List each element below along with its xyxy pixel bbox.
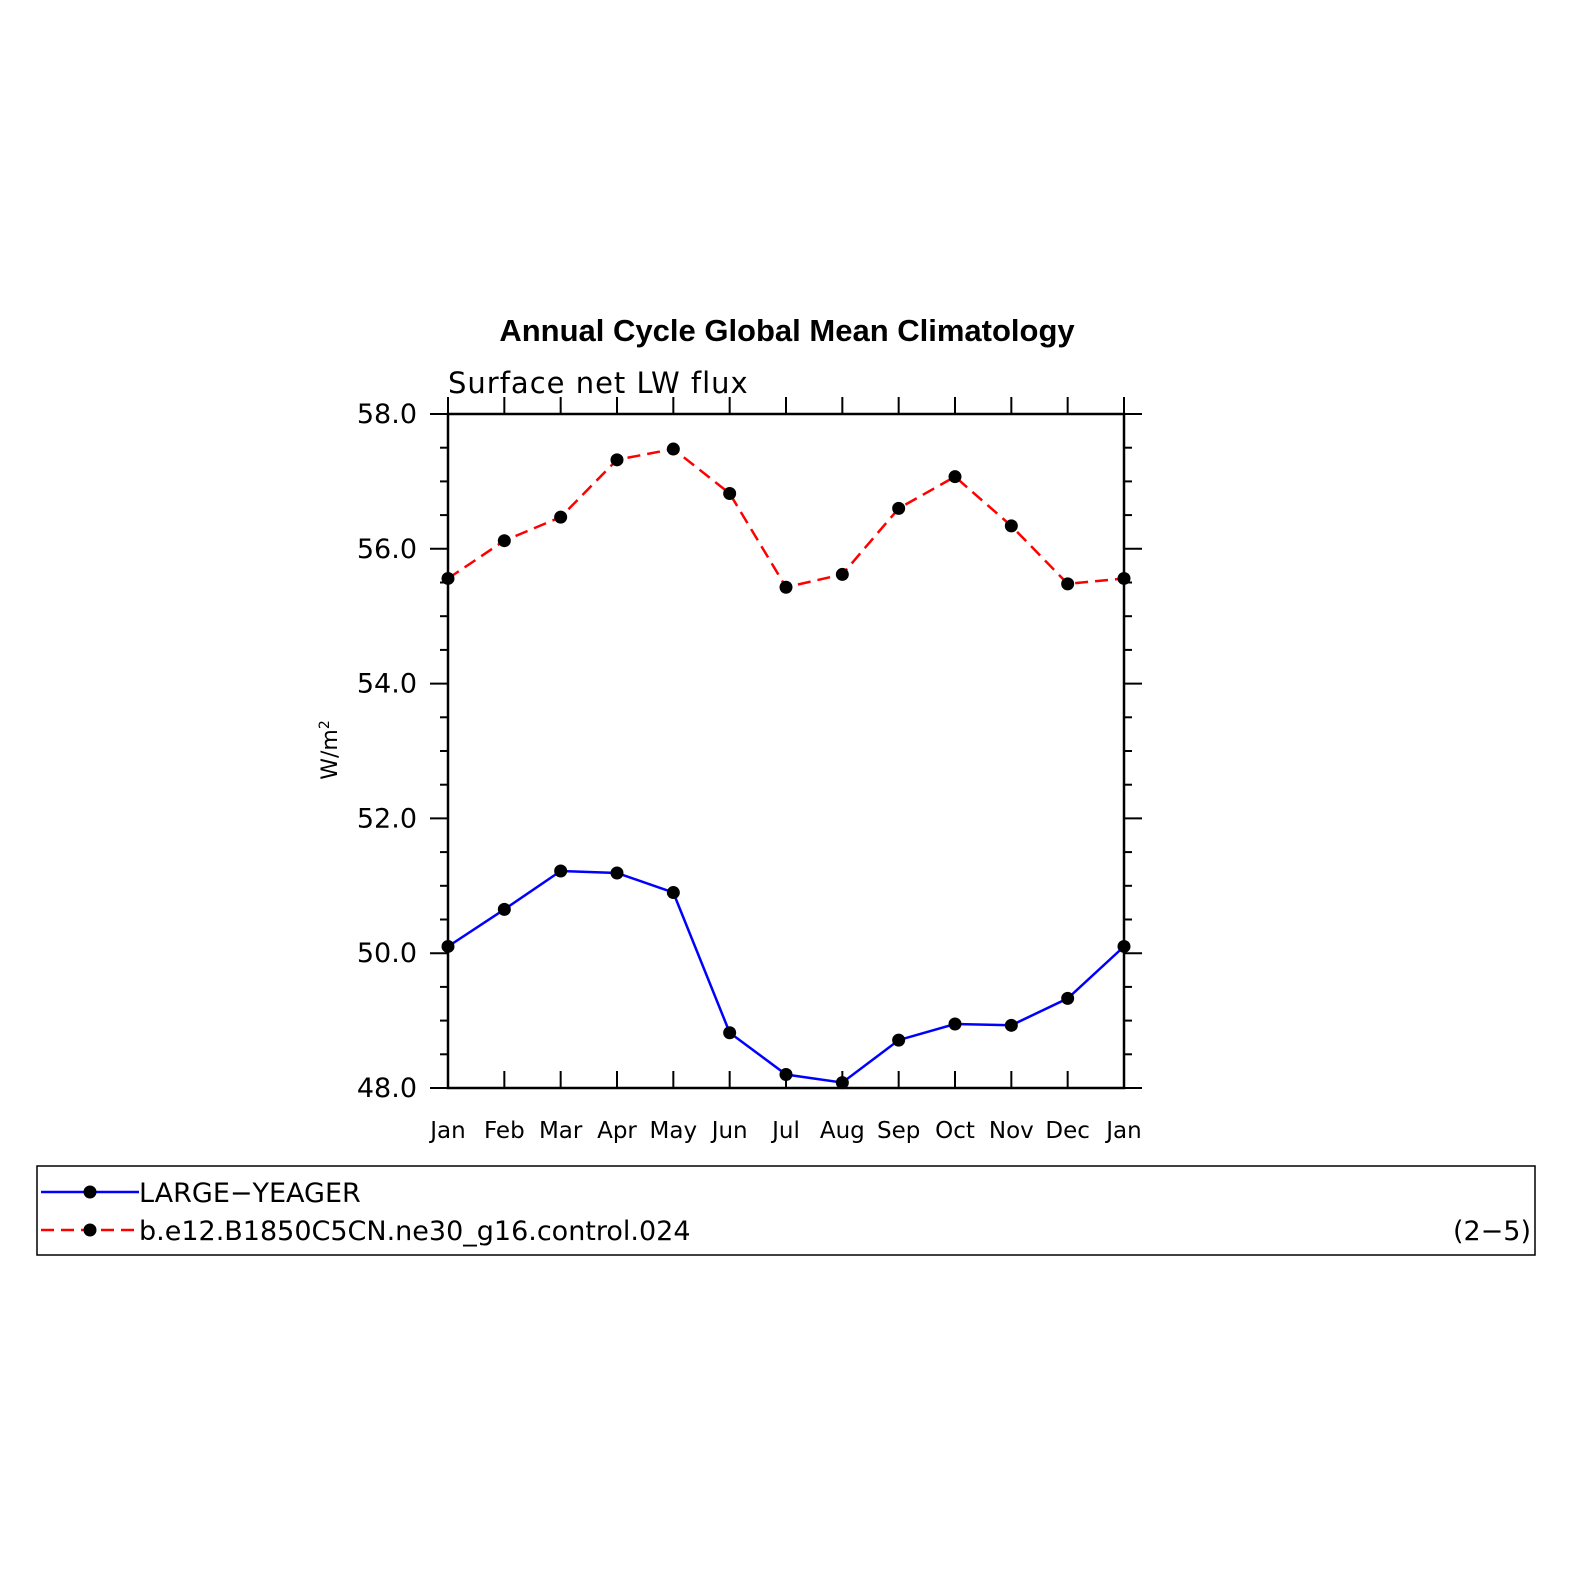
series-1-point (666, 442, 680, 456)
series-0-point (666, 886, 680, 900)
axes: 48.0 50.0 52.0 54.0 56.0 58.0 Jan Feb Mar Apr May J… (357, 397, 1142, 1144)
series-1-point (779, 580, 793, 594)
x-tick-label: Sep (877, 1118, 920, 1144)
x-tick-label: Nov (989, 1118, 1034, 1144)
series-1-point (610, 453, 624, 467)
series-1-point (1004, 519, 1018, 533)
y-tick-label: 50.0 (357, 938, 417, 969)
series-0-point (723, 1026, 737, 1040)
series-0-point (441, 939, 455, 953)
series-0-point (1117, 939, 1131, 953)
panel-label: (2−5) (1453, 1216, 1531, 1247)
y-tick-label: 48.0 (357, 1073, 417, 1104)
y-tick-label: 52.0 (357, 803, 417, 834)
x-tick-label: Jan (428, 1118, 465, 1144)
legend-label-0: LARGE−YEAGER (139, 1178, 361, 1209)
x-tick-label: Dec (1045, 1118, 1090, 1144)
series-1-point (1117, 571, 1131, 585)
series-1-point (497, 534, 511, 548)
x-tick-label: Jan (1104, 1118, 1141, 1144)
y-axis-label: W/m2 (317, 720, 343, 780)
series-0-point (610, 866, 624, 880)
series-1-point (892, 501, 906, 515)
x-tick-label: Feb (484, 1118, 525, 1144)
series-0-point (779, 1068, 793, 1082)
series-1-point (1061, 577, 1075, 591)
x-tick-label: Jun (710, 1118, 748, 1144)
x-tick-label: Apr (597, 1118, 637, 1144)
series-0-point (1004, 1018, 1018, 1032)
chart-subtitle: Surface net LW flux (448, 366, 749, 400)
legend-marker-1 (83, 1223, 97, 1237)
series-0-point (497, 902, 511, 916)
series-1-point (835, 567, 849, 581)
series-1-point (554, 510, 568, 524)
legend-entries: LARGE−YEAGER b.e12.B1850C5CN.ne30_g16.con… (41, 1178, 691, 1247)
y-tick-label: 54.0 (357, 669, 417, 700)
series-0-point (948, 1017, 962, 1031)
series-line-1 (447, 447, 1125, 589)
series-0-point (892, 1033, 906, 1047)
series-1-point (948, 470, 962, 484)
x-tick-label: Oct (935, 1118, 975, 1144)
x-tick-label: Aug (820, 1118, 865, 1144)
x-tick-label: Jul (770, 1118, 800, 1144)
series-1-point (441, 571, 455, 585)
legend: LARGE−YEAGER b.e12.B1850C5CN.ne30_g16.con… (36, 1165, 1536, 1256)
x-tick-label: Mar (539, 1118, 583, 1144)
legend-box (36, 1165, 1536, 1256)
series-0-point (554, 864, 568, 878)
x-tick-label: May (650, 1118, 698, 1144)
legend-label-1: b.e12.B1850C5CN.ne30_g16.control.024 (139, 1216, 691, 1247)
legend-marker-0 (83, 1185, 97, 1199)
series-group (441, 442, 1131, 1090)
y-tick-label: 58.0 (357, 399, 417, 430)
series-1-point (723, 487, 737, 501)
y-tick-label: 56.0 (357, 534, 417, 565)
chart-title: Annual Cycle Global Mean Climatology (499, 313, 1075, 348)
series-0-point (1061, 991, 1075, 1005)
series-line-0 (447, 869, 1125, 1084)
series-0-point (835, 1076, 849, 1090)
plot-frame (446, 412, 1126, 1090)
